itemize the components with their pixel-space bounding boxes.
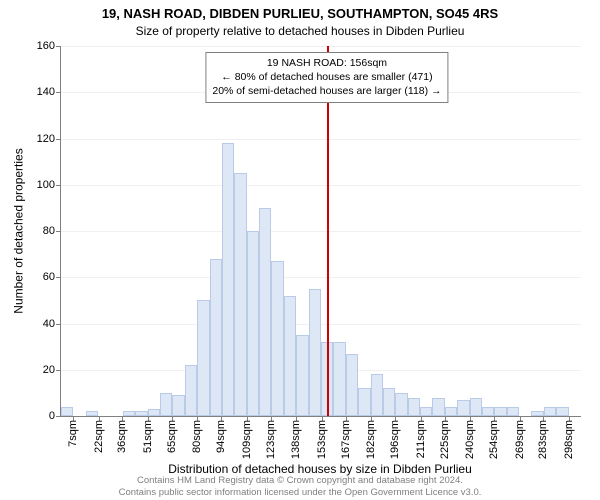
gridline [61, 324, 581, 325]
y-tick-label: 0 [49, 410, 61, 422]
y-tick-label: 20 [43, 364, 61, 376]
annotation-line: 19 NASH ROAD: 156sqm [212, 56, 441, 70]
x-tick-label: 196sqm [389, 416, 401, 459]
histogram-bar [470, 398, 482, 417]
histogram-bar [395, 393, 407, 416]
y-tick-label: 160 [37, 40, 61, 52]
histogram-bar [234, 173, 246, 416]
x-tick-label: 51sqm [142, 416, 154, 453]
x-axis-label: Distribution of detached houses by size … [60, 462, 580, 476]
histogram-bar [494, 407, 506, 416]
gridline [61, 139, 581, 140]
gridline [61, 231, 581, 232]
histogram-bar [259, 208, 271, 416]
gridline [61, 46, 581, 47]
x-tick-label: 269sqm [514, 416, 526, 459]
x-tick-label: 36sqm [116, 416, 128, 453]
gridline [61, 185, 581, 186]
histogram-bar [61, 407, 73, 416]
histogram-bar [185, 365, 197, 416]
annotation-box: 19 NASH ROAD: 156sqm← 80% of detached ho… [205, 52, 448, 103]
x-tick-label: 123sqm [265, 416, 277, 459]
x-tick-label: 94sqm [215, 416, 227, 453]
histogram-bar [172, 395, 184, 416]
x-tick-label: 167sqm [340, 416, 352, 459]
histogram-bar [445, 407, 457, 416]
histogram-bar [333, 342, 345, 416]
x-tick-label: 22sqm [93, 416, 105, 453]
chart-subtitle: Size of property relative to detached ho… [0, 24, 600, 38]
x-tick-label: 138sqm [290, 416, 302, 459]
y-tick-label: 100 [37, 179, 61, 191]
histogram-bar [358, 388, 370, 416]
histogram-bar [556, 407, 568, 416]
plot-area: 0204060801001201401607sqm22sqm36sqm51sqm… [60, 46, 581, 417]
x-tick-label: 153sqm [316, 416, 328, 459]
footer-attribution: Contains HM Land Registry data © Crown c… [0, 475, 600, 498]
histogram-bar [420, 407, 432, 416]
y-axis-label: Number of detached properties [12, 46, 26, 416]
y-tick-label: 140 [37, 86, 61, 98]
x-tick-label: 182sqm [365, 416, 377, 459]
annotation-line: ← 80% of detached houses are smaller (47… [212, 70, 441, 84]
x-tick-label: 7sqm [67, 416, 79, 447]
histogram-bar [284, 296, 296, 416]
x-tick-label: 225sqm [439, 416, 451, 459]
y-tick-label: 120 [37, 133, 61, 145]
histogram-bar [383, 388, 395, 416]
histogram-bar [544, 407, 556, 416]
x-tick-label: 298sqm [563, 416, 575, 459]
histogram-bar [247, 231, 259, 416]
histogram-bar [271, 261, 283, 416]
x-tick-label: 65sqm [166, 416, 178, 453]
histogram-bar [432, 398, 444, 417]
x-tick-label: 283sqm [537, 416, 549, 459]
histogram-bar [482, 407, 494, 416]
chart-title-address: 19, NASH ROAD, DIBDEN PURLIEU, SOUTHAMPT… [0, 6, 600, 21]
footer-line-2: Contains public sector information licen… [0, 487, 600, 498]
histogram-bar [296, 335, 308, 416]
histogram-bar [371, 374, 383, 416]
footer-line-1: Contains HM Land Registry data © Crown c… [0, 475, 600, 486]
histogram-bar [408, 398, 420, 417]
y-tick-label: 40 [43, 318, 61, 330]
histogram-bar [222, 143, 234, 416]
annotation-line: 20% of semi-detached houses are larger (… [212, 84, 441, 98]
x-tick-label: 254sqm [488, 416, 500, 459]
histogram-bar [160, 393, 172, 416]
histogram-bar [197, 300, 209, 416]
histogram-bar [457, 400, 469, 416]
histogram-bar [210, 259, 222, 416]
y-tick-label: 80 [43, 225, 61, 237]
histogram-bar [309, 289, 321, 416]
x-tick-label: 109sqm [241, 416, 253, 459]
x-tick-label: 211sqm [415, 416, 427, 458]
histogram-chart: 19, NASH ROAD, DIBDEN PURLIEU, SOUTHAMPT… [0, 0, 600, 500]
gridline [61, 277, 581, 278]
x-tick-label: 80sqm [191, 416, 203, 453]
x-tick-label: 240sqm [464, 416, 476, 459]
histogram-bar [148, 409, 160, 416]
y-tick-label: 60 [43, 271, 61, 283]
histogram-bar [346, 354, 358, 416]
histogram-bar [507, 407, 519, 416]
